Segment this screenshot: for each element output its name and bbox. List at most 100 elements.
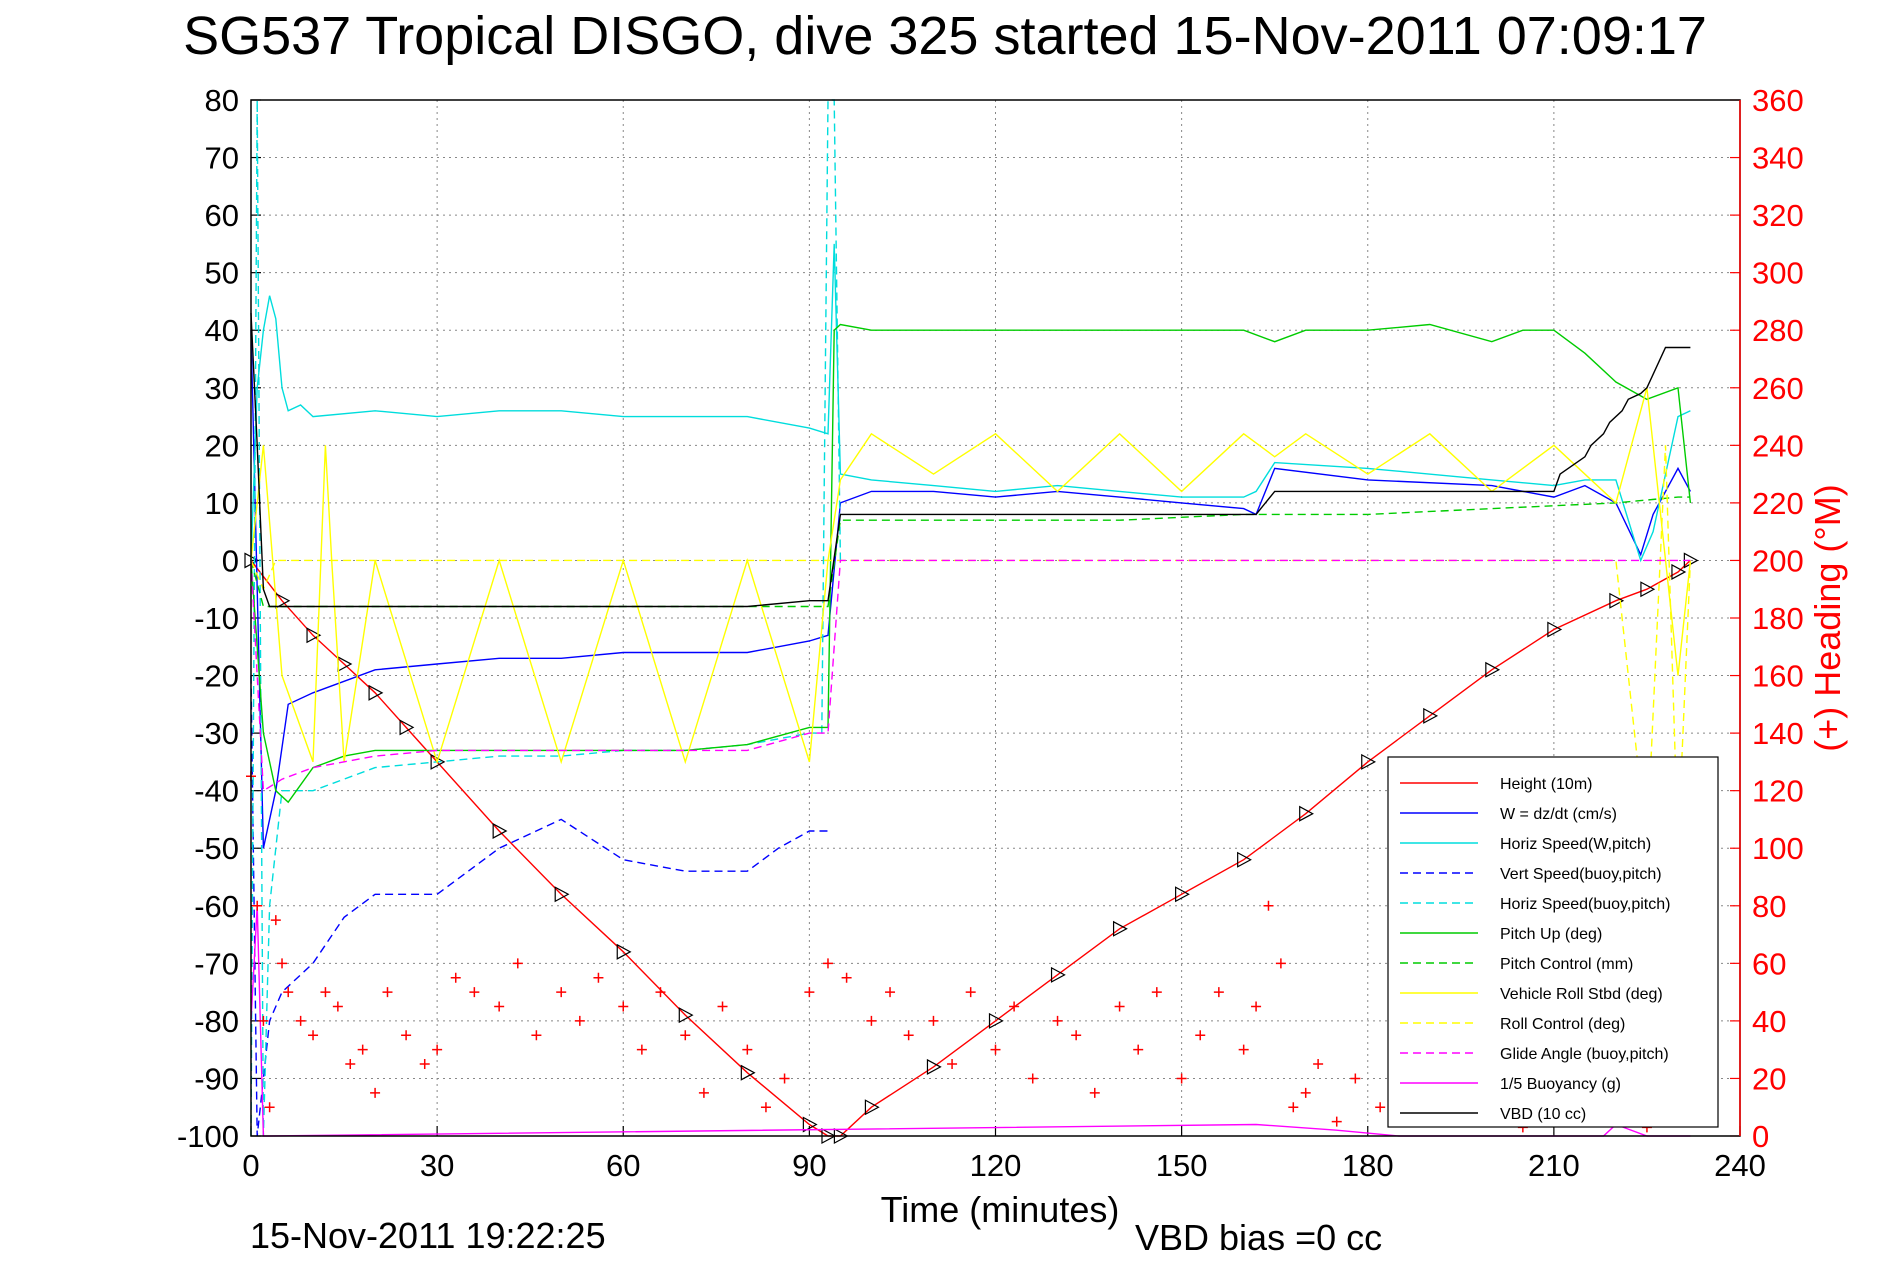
- height-marker: [1671, 563, 1687, 580]
- heading-point: [779, 1073, 790, 1084]
- y-tick-label: -60: [194, 889, 239, 924]
- y2-tick-label: 160: [1752, 659, 1804, 694]
- y-tick-label: -80: [194, 1004, 239, 1039]
- heading-point: [680, 1030, 691, 1041]
- heading-point: [1195, 1030, 1206, 1041]
- footer-vbd-bias: VBD bias =0 cc: [1135, 1217, 1382, 1258]
- heading-point: [258, 1015, 269, 1026]
- heading-point: [1251, 1001, 1262, 1012]
- x-tick-label: 180: [1342, 1148, 1394, 1183]
- height-marker: [306, 627, 322, 644]
- heading-point: [270, 915, 281, 926]
- heading-point: [698, 1087, 709, 1098]
- y-tick-label: -10: [194, 601, 239, 636]
- legend-entry: Glide Angle (buoy,pitch): [1500, 1046, 1669, 1063]
- heading-point: [636, 1044, 647, 1055]
- series-line-horiz-speed-w-pitch: [250, 243, 1691, 563]
- heading-point: [742, 1044, 753, 1055]
- series-line-w-dz-dt-cm-s: [250, 330, 1692, 849]
- height-marker: [1361, 753, 1377, 770]
- height-marker: [1640, 581, 1656, 598]
- y2-tick-label: 360: [1752, 83, 1804, 118]
- height-marker: [1609, 592, 1625, 609]
- heading-point: [450, 972, 461, 983]
- heading-point: [308, 1030, 319, 1041]
- heading-point: [345, 1059, 356, 1070]
- heading-point: [382, 987, 393, 998]
- y2-tick-label: 40: [1752, 1004, 1786, 1039]
- heading-point: [1133, 1044, 1144, 1055]
- heading-point: [885, 987, 896, 998]
- heading-point: [593, 972, 604, 983]
- heading-point: [494, 1001, 505, 1012]
- y-tick-labels: 80 70 60 50 40 30 20 10 0 -10 -20 -30 -40 -50 -60 -70 -8…: [177, 83, 239, 1154]
- y2-tick-label: 200: [1752, 543, 1804, 578]
- x-tick-label: 30: [420, 1148, 454, 1183]
- legend-entry: Vert Speed(buoy,pitch): [1500, 866, 1662, 883]
- x-tick-label: 120: [970, 1148, 1022, 1183]
- y2-tick-label: 320: [1752, 198, 1804, 233]
- y2-tick-label: 120: [1752, 774, 1804, 809]
- heading-point: [357, 1044, 368, 1055]
- x-axis-label: Time (minutes): [881, 1189, 1120, 1230]
- legend-entry: Height (10m): [1500, 776, 1592, 793]
- heading-point: [928, 1015, 939, 1026]
- height-marker: [740, 1064, 756, 1081]
- heading-point: [1313, 1059, 1324, 1070]
- y2-tick-label: 260: [1752, 371, 1804, 406]
- y2-tick-label: 180: [1752, 601, 1804, 636]
- height-marker: [399, 719, 415, 736]
- height-marker: [492, 822, 508, 839]
- y2-tick-label: 280: [1752, 313, 1804, 348]
- heading-point: [804, 987, 815, 998]
- y-tick-label: 20: [205, 428, 239, 463]
- heading-point: [1176, 1073, 1187, 1084]
- y-tick-label: 0: [222, 543, 239, 578]
- heading-point: [277, 958, 288, 969]
- heading-point: [264, 1102, 275, 1113]
- series-line-horiz-speed-buoy-pitch: [250, 99, 842, 1137]
- x-tick-label: 60: [606, 1148, 640, 1183]
- y-tick-label: -50: [194, 831, 239, 866]
- heading-point: [1275, 958, 1286, 969]
- legend-entry: Horiz Speed(W,pitch): [1500, 836, 1651, 853]
- legend-entry: Horiz Speed(buoy,pitch): [1500, 896, 1670, 913]
- y2-tick-label: 140: [1752, 716, 1804, 751]
- heading-point: [283, 987, 294, 998]
- legend-entry: Vehicle Roll Stbd (deg): [1500, 986, 1663, 1003]
- legend-entry: Roll Control (deg): [1500, 1016, 1625, 1033]
- legend-entry: Pitch Up (deg): [1500, 926, 1602, 943]
- series-line-pitch-control-mm: [250, 496, 1691, 608]
- x-tick-label: 150: [1156, 1148, 1208, 1183]
- y-tick-label: -40: [194, 774, 239, 809]
- heading-point: [1300, 1087, 1311, 1098]
- y-tick-label: 50: [205, 256, 239, 291]
- heading-point: [419, 1059, 430, 1070]
- y-tick-label: 30: [205, 371, 239, 406]
- heading-point: [760, 1102, 771, 1113]
- heading-point: [531, 1030, 542, 1041]
- legend-entry: Pitch Control (mm): [1500, 956, 1633, 973]
- heading-point: [717, 1001, 728, 1012]
- legend-entry: W = dz/dt (cm/s): [1500, 806, 1617, 823]
- height-marker: [616, 943, 632, 960]
- x-tick-label: 240: [1714, 1148, 1766, 1183]
- y2-tick-label: 0: [1752, 1119, 1769, 1154]
- y-tick-label: -20: [194, 659, 239, 694]
- height-marker: [1050, 966, 1066, 983]
- heading-point: [1375, 1102, 1386, 1113]
- legend: Height (10m) W = dz/dt (cm/s) Horiz Speed(…: [1387, 756, 1719, 1128]
- height-marker: [1112, 920, 1128, 937]
- heading-point: [822, 958, 833, 969]
- height-marker: [864, 1099, 880, 1116]
- heading-point: [556, 987, 567, 998]
- heading-point: [469, 987, 480, 998]
- series-line-height-10m: [250, 559, 1691, 1137]
- series-line-vert-speed-buoy-pitch: [250, 675, 828, 1137]
- y2-tick-label: 60: [1752, 946, 1786, 981]
- height-marker: [554, 886, 570, 903]
- heading-point: [1052, 1015, 1063, 1026]
- heading-point: [1331, 1116, 1342, 1127]
- heading-point: [1263, 900, 1274, 911]
